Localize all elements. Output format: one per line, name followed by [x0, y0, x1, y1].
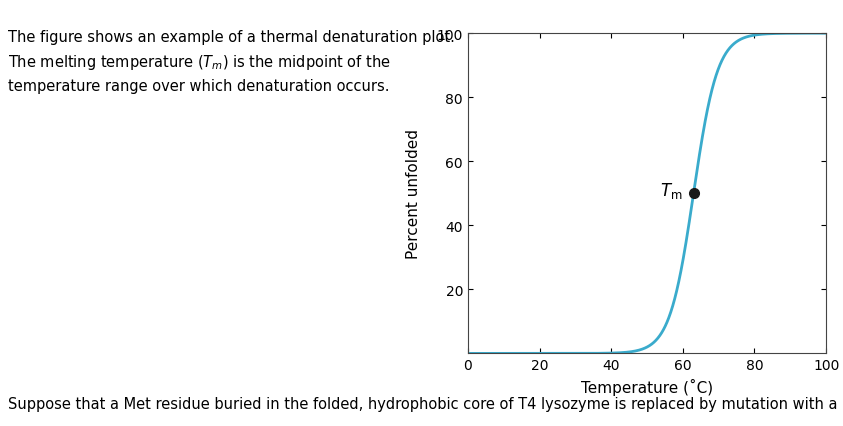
- X-axis label: Temperature (˚C): Temperature (˚C): [581, 378, 713, 395]
- Text: The figure shows an example of a thermal denaturation plot.
The melting temperat: The figure shows an example of a thermal…: [8, 30, 455, 94]
- Text: Percent unfolded: Percent unfolded: [405, 129, 421, 259]
- Text: Suppose that a Met residue buried in the folded, hydrophobic core of T4 lysozyme: Suppose that a Met residue buried in the…: [8, 396, 843, 411]
- Text: $\mathit{T}_{\mathrm{m}}$: $\mathit{T}_{\mathrm{m}}$: [660, 181, 683, 201]
